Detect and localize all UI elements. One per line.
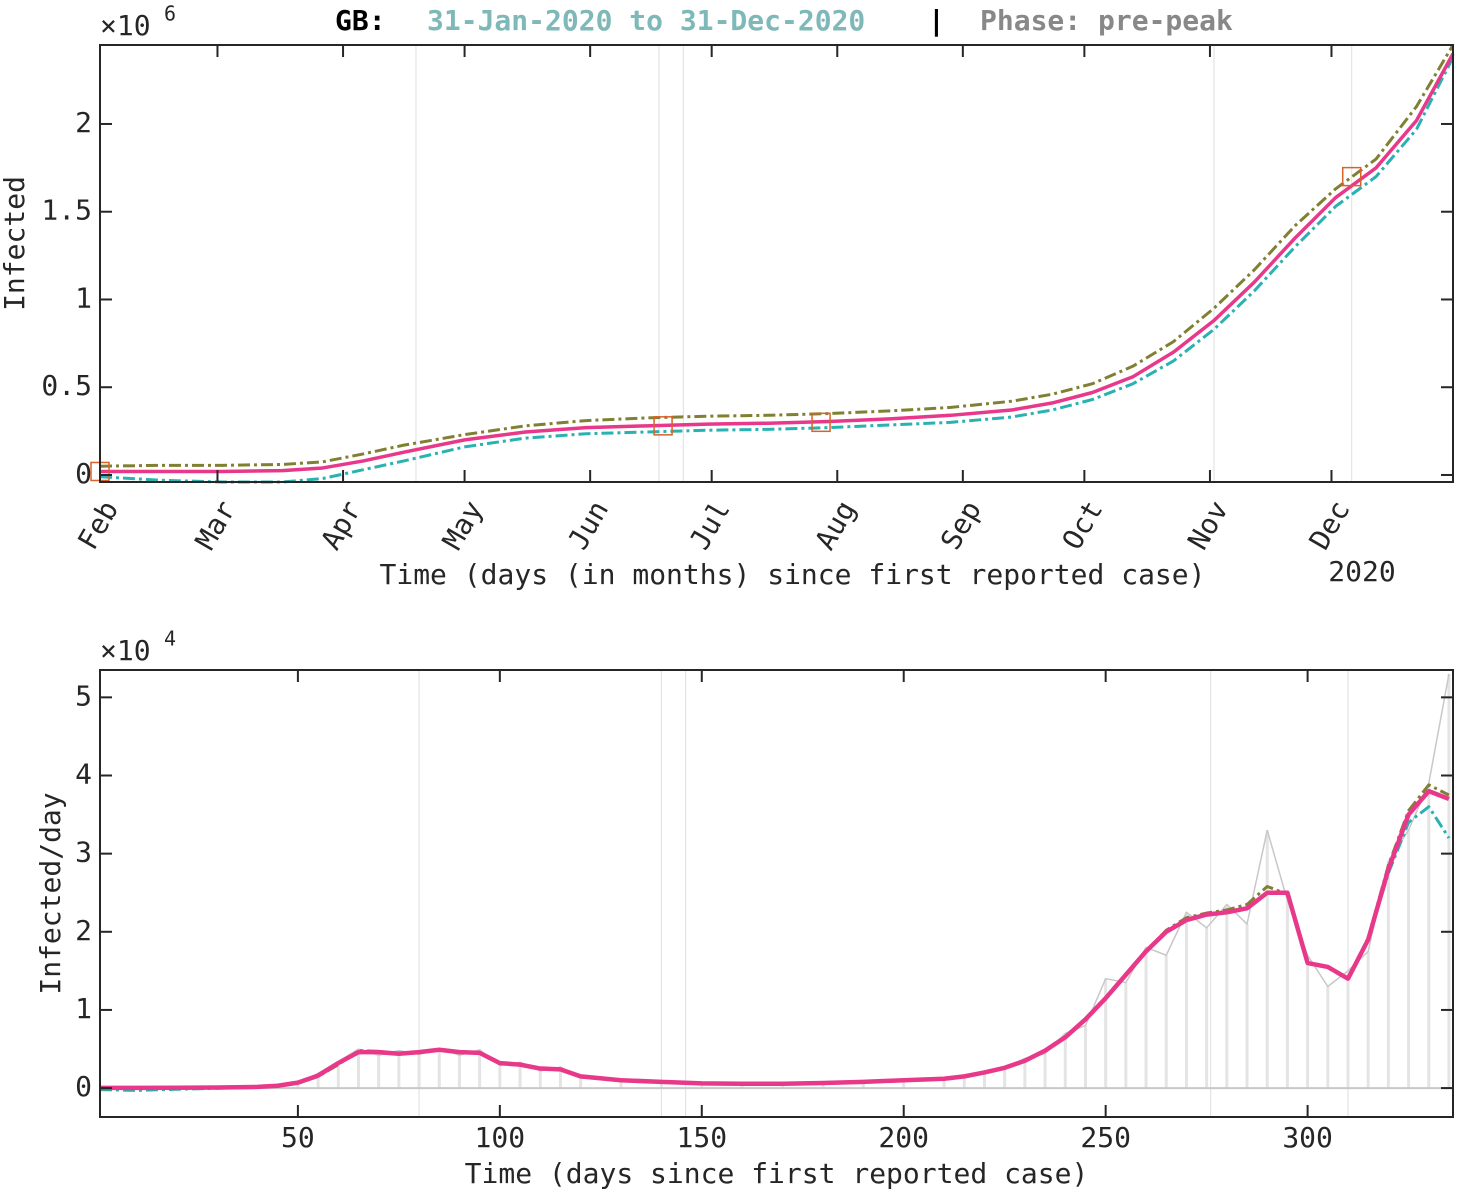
x-tick-label: Dec (1303, 495, 1357, 555)
axis-multiplier: ×10 (100, 9, 151, 42)
x-tick-label: Feb (71, 495, 125, 555)
marker-square (1341, 166, 1362, 187)
y-tick-label: 5 (75, 679, 92, 712)
axis-exponent: 4 (164, 627, 176, 651)
y-tick-label: 0 (75, 1070, 92, 1103)
x-tick-label: Sep (934, 495, 988, 555)
x-tick-label: 200 (878, 1121, 929, 1154)
series-line (100, 52, 1455, 474)
y-axis-label: Infected (0, 176, 31, 311)
y-tick-label: 1.5 (41, 194, 92, 227)
y-tick-label: 3 (75, 836, 92, 869)
series-line (99, 44, 1455, 468)
axis-multiplier: ×10 (100, 634, 151, 667)
marker-square (811, 412, 831, 433)
x-tick-label: Aug (808, 495, 862, 555)
x-tick-label: Nov (1181, 495, 1235, 555)
title-sep: | (928, 4, 945, 37)
y-tick-label: 1 (75, 281, 92, 314)
series-line (99, 788, 1450, 1091)
plot (90, 44, 1455, 484)
y-tick-label: 1 (75, 992, 92, 1025)
x-tick-label: Mar (189, 495, 243, 555)
x-tick-label: 50 (281, 1121, 315, 1154)
x-tick-label: 300 (1282, 1121, 1333, 1154)
x-tick-label: Oct (1055, 495, 1109, 555)
x-tick-label: Jun (561, 495, 615, 555)
y-tick-label: 4 (75, 757, 92, 790)
x-tick-label: 100 (475, 1121, 526, 1154)
x-axis-label: Time (days since first reported case) (465, 1157, 1089, 1190)
axes-frame (99, 669, 1454, 1118)
plot (99, 670, 1453, 1117)
x-tick-label: May (436, 495, 490, 555)
year-label: 2020 (1328, 555, 1395, 588)
y-axis-label: Infected/day (34, 792, 67, 994)
title-range: 31-Jan-2020 to 31-Dec-2020 (427, 4, 865, 37)
x-axis-label: Time (days (in months) since first repor… (379, 558, 1205, 591)
x-tick-label: 250 (1080, 1121, 1131, 1154)
series-line (99, 56, 1455, 484)
x-tick-label: 150 (676, 1121, 727, 1154)
y-tick-label: 0 (75, 457, 92, 490)
y-tick-label: 0.5 (41, 369, 92, 402)
y-tick-label: 2 (75, 106, 92, 139)
marker-square (653, 416, 673, 436)
y-tick-label: 2 (75, 914, 92, 947)
title-country: GB: (335, 4, 386, 37)
title-phase: Phase: pre-peak (980, 4, 1233, 37)
x-tick-label: Apr (314, 495, 368, 555)
axes-frame (99, 44, 1454, 483)
axis-exponent: 6 (164, 2, 176, 26)
x-tick-label: Jul (683, 495, 737, 555)
